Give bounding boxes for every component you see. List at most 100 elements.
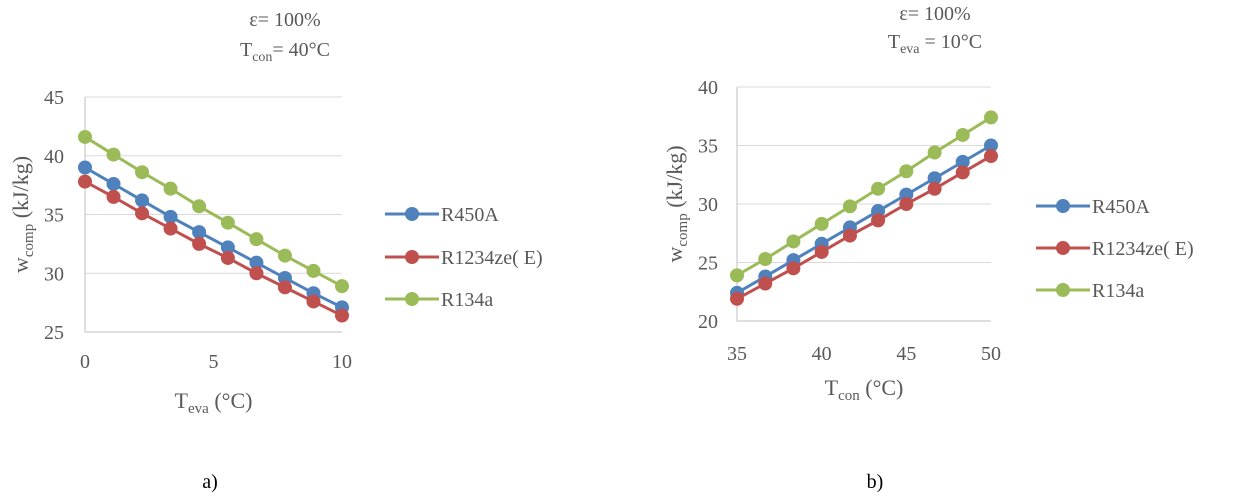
data-point	[730, 268, 744, 283]
data-point	[106, 189, 121, 204]
data-point	[984, 149, 998, 164]
label-subscript: comp	[21, 224, 37, 257]
legend-label: R1234ze( E)	[1092, 238, 1194, 260]
y-tick-label: 30	[698, 194, 718, 216]
legend-swatch-marker	[1056, 241, 1070, 255]
chart-annotation: Tcon= 40°C	[240, 39, 330, 65]
chart-panel-a: 25 30 35 40 45 0 5 10 R450A R1234ze( E) R134a Teva …	[8, 9, 543, 493]
data-point	[306, 294, 321, 309]
label-main: ε= 100%	[249, 9, 320, 31]
svg-text:Tcon (°C): Tcon (°C)	[825, 375, 904, 404]
chart-annotation: ε= 100%	[899, 3, 970, 25]
label-subscript: con	[252, 50, 272, 65]
label-main: T	[888, 31, 900, 53]
chart-panel-b: 20 25 30 35 40 35 40 45 50 R450A R1234ze( E) R134a T…	[662, 3, 1194, 493]
data-point	[192, 199, 207, 214]
data-point	[899, 197, 914, 211]
label-subscript: con	[838, 388, 860, 404]
data-point	[842, 228, 857, 243]
data-point	[192, 225, 207, 240]
legend-swatch-marker	[1056, 199, 1070, 213]
series-line-r1234ze-e-	[84, 180, 343, 317]
data-point	[135, 206, 150, 221]
label-suffix: (kJ/kg)	[662, 145, 687, 213]
chart-annotation: Teva = 10°C	[888, 31, 982, 57]
y-tick-label: 30	[44, 263, 64, 285]
data-point	[758, 251, 773, 266]
x-tick-label: 5	[209, 351, 219, 373]
data-point	[984, 138, 998, 153]
data-point	[192, 236, 207, 251]
legend-label: R134a	[441, 289, 493, 311]
data-point	[277, 248, 292, 263]
data-point	[758, 276, 773, 291]
x-tick-label: 40	[812, 343, 832, 365]
data-point	[106, 176, 121, 191]
data-point	[786, 234, 801, 249]
label-subscript: eva	[188, 401, 209, 417]
data-point	[871, 213, 886, 228]
data-point	[249, 266, 264, 281]
y-tick-label: 40	[44, 146, 64, 168]
panel-label: a)	[202, 471, 218, 493]
data-point	[135, 165, 150, 180]
data-point	[78, 129, 92, 144]
data-point	[163, 209, 178, 224]
data-point	[335, 308, 349, 323]
label-suffix: (°C)	[209, 388, 253, 413]
data-point	[730, 291, 744, 306]
data-point	[984, 110, 998, 125]
data-point	[277, 280, 292, 295]
y-tick-label: 35	[698, 136, 718, 158]
legend-swatch-marker	[405, 250, 419, 264]
x-tick-label: 10	[332, 351, 352, 373]
series-line-r134a	[736, 116, 992, 277]
chart-annotation: ε= 100%	[249, 9, 320, 31]
label-suffix: = 10°C	[920, 31, 983, 53]
y-axis-title: wcomp (kJ/kg)	[662, 145, 691, 262]
y-tick-label: 25	[44, 322, 64, 344]
legend-swatch-marker	[405, 292, 419, 306]
x-tick-label: 50	[981, 343, 1001, 365]
y-tick-label: 45	[44, 87, 64, 109]
legend-label: R1234ze( E)	[441, 247, 543, 269]
legend-label: R450A	[441, 204, 499, 226]
legend-swatch-marker	[405, 207, 419, 221]
data-point	[955, 127, 970, 142]
label-subscript: comp	[675, 213, 691, 246]
data-point	[306, 263, 321, 278]
data-point	[135, 193, 150, 208]
data-point	[927, 181, 942, 196]
label-subscript: eva	[900, 42, 920, 57]
data-point	[335, 279, 349, 294]
data-point	[249, 255, 264, 270]
series-line-r450a	[84, 166, 343, 309]
label-main: ε= 100%	[899, 3, 970, 25]
data-point	[842, 199, 857, 214]
legend-swatch-marker	[1056, 283, 1070, 297]
y-tick-label: 25	[698, 253, 718, 275]
data-point	[249, 232, 264, 247]
label-main: T	[175, 388, 189, 413]
data-point	[78, 160, 92, 175]
y-tick-label: 35	[44, 205, 64, 227]
label-suffix: (kJ/kg)	[8, 156, 33, 224]
data-point	[814, 244, 829, 259]
data-point	[899, 164, 914, 179]
x-tick-label: 35	[727, 343, 747, 365]
data-point	[106, 147, 121, 162]
data-point	[163, 181, 178, 196]
data-point	[78, 174, 92, 189]
series-line-r134a	[84, 135, 343, 288]
data-point	[871, 181, 886, 196]
legend-label: R450A	[1092, 196, 1150, 218]
y-axis-title: wcomp (kJ/kg)	[8, 156, 37, 273]
data-point	[220, 240, 235, 255]
y-tick-label: 40	[698, 77, 718, 99]
data-point	[955, 154, 970, 169]
data-point	[786, 261, 801, 276]
data-point	[955, 165, 970, 180]
data-point	[927, 171, 942, 186]
label-main: w	[662, 247, 687, 263]
